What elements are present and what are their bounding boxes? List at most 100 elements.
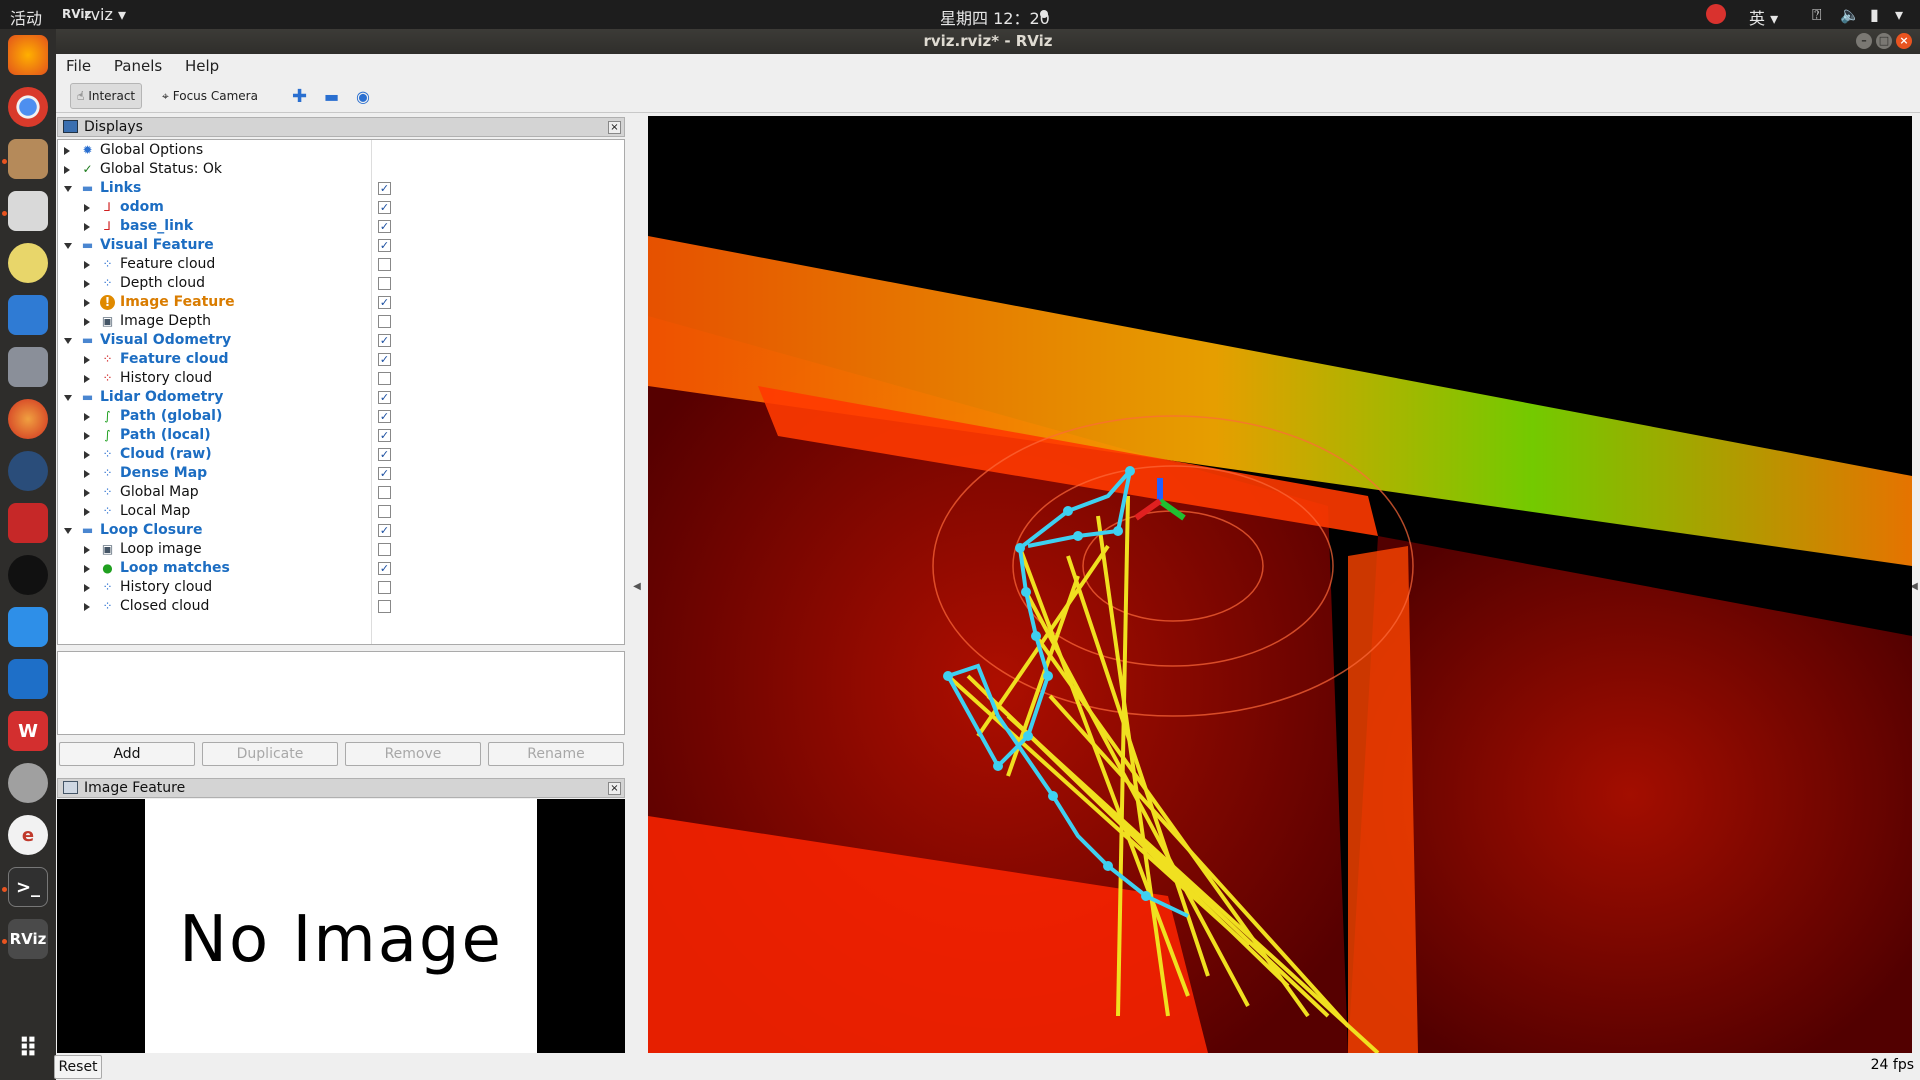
expand-arrow-icon[interactable]: [84, 470, 90, 478]
display-row[interactable]: ▬ Loop Closure ✓: [58, 521, 624, 540]
minimize-icon[interactable]: –: [1856, 33, 1872, 49]
displays-tree[interactable]: ✹ Global Options ✓ Global Status: Ok ▬ Links ✓…: [57, 139, 625, 645]
right-splitter-arrow-icon[interactable]: ◀: [1910, 581, 1918, 592]
expand-arrow-icon[interactable]: [84, 546, 90, 554]
display-row[interactable]: ▣ Loop image: [58, 540, 624, 559]
duplicate-button[interactable]: Duplicate: [202, 742, 338, 766]
rename-button[interactable]: Rename: [488, 742, 624, 766]
expand-arrow-icon[interactable]: [84, 318, 90, 326]
network-icon[interactable]: ⍰: [1812, 5, 1822, 24]
enable-checkbox[interactable]: [378, 486, 391, 499]
input-method-indicator[interactable]: 英 ▾: [1749, 9, 1779, 28]
expand-arrow-icon[interactable]: [84, 223, 90, 231]
show-applications-icon[interactable]: ⠿: [17, 1034, 39, 1064]
panel-close-icon[interactable]: ×: [608, 121, 621, 134]
enable-checkbox[interactable]: [378, 315, 391, 328]
close-icon[interactable]: ×: [1896, 33, 1912, 49]
collapse-arrow-icon[interactable]: [64, 338, 72, 344]
display-row[interactable]: ∫ Path (global) ✓: [58, 407, 624, 426]
expand-arrow-icon[interactable]: [84, 413, 90, 421]
maximize-icon[interactable]: □: [1876, 33, 1892, 49]
tool-properties-button[interactable]: ◉: [350, 83, 376, 109]
expand-arrow-icon[interactable]: [84, 299, 90, 307]
interact-tool-button[interactable]: ☝ Interact: [70, 83, 143, 109]
collapse-arrow-icon[interactable]: [64, 528, 72, 534]
menu-file[interactable]: File: [66, 57, 92, 75]
app-menu-button[interactable]: rviz ▾: [84, 5, 127, 24]
expand-arrow-icon[interactable]: [84, 451, 90, 459]
display-row[interactable]: ⁘ Feature cloud ✓: [58, 350, 624, 369]
terminal-icon[interactable]: >_: [8, 867, 48, 907]
expand-arrow-icon[interactable]: [84, 489, 90, 497]
display-row[interactable]: ∫ Path (local) ✓: [58, 426, 624, 445]
focus-camera-tool-button[interactable]: ⌖ Focus Camera: [156, 83, 264, 109]
calendar-app-icon[interactable]: [8, 503, 48, 543]
enable-checkbox[interactable]: [378, 372, 391, 385]
enable-checkbox[interactable]: ✓: [378, 524, 391, 537]
expand-arrow-icon[interactable]: [84, 204, 90, 212]
qq-penguin-icon[interactable]: [8, 555, 48, 595]
enable-checkbox[interactable]: ✓: [378, 182, 391, 195]
expand-arrow-icon[interactable]: [84, 603, 90, 611]
enable-checkbox[interactable]: ✓: [378, 429, 391, 442]
display-row[interactable]: ⁘ Cloud (raw) ✓: [58, 445, 624, 464]
enable-checkbox[interactable]: ✓: [378, 448, 391, 461]
enable-checkbox[interactable]: ✓: [378, 353, 391, 366]
display-row[interactable]: ⁘ Global Map: [58, 483, 624, 502]
pie-chart-icon[interactable]: [8, 399, 48, 439]
system-menu-chevron-icon[interactable]: ▾: [1895, 5, 1904, 24]
battery-icon[interactable]: ▮: [1870, 5, 1879, 24]
enable-checkbox[interactable]: [378, 258, 391, 271]
menu-help[interactable]: Help: [184, 57, 220, 75]
expand-arrow-icon[interactable]: [84, 432, 90, 440]
display-row[interactable]: ⁘ Feature cloud: [58, 255, 624, 274]
enable-checkbox[interactable]: ✓: [378, 296, 391, 309]
display-row[interactable]: ⁘ Dense Map ✓: [58, 464, 624, 483]
expand-arrow-icon[interactable]: [84, 280, 90, 288]
vscode-icon[interactable]: [8, 659, 48, 699]
display-row[interactable]: ⅃ base_link ✓: [58, 217, 624, 236]
remove-tool-button[interactable]: ▬: [318, 83, 345, 109]
display-row[interactable]: ▬ Lidar Odometry ✓: [58, 388, 624, 407]
settings-gear-icon[interactable]: [8, 763, 48, 803]
file-manager-icon[interactable]: [8, 191, 48, 231]
enable-checkbox[interactable]: [378, 505, 391, 518]
left-splitter-arrow-icon[interactable]: ◀: [633, 581, 641, 592]
display-row[interactable]: ✹ Global Options: [58, 141, 624, 160]
enable-checkbox[interactable]: ✓: [378, 334, 391, 347]
expand-arrow-icon[interactable]: [84, 261, 90, 269]
expand-arrow-icon[interactable]: [64, 166, 70, 174]
wps-icon[interactable]: W: [8, 711, 48, 751]
expand-arrow-icon[interactable]: [64, 147, 70, 155]
drive-icon[interactable]: [8, 347, 48, 387]
display-row[interactable]: ⁘ Closed cloud: [58, 597, 624, 616]
rviz-icon[interactable]: RViz: [8, 919, 48, 959]
enable-checkbox[interactable]: [378, 581, 391, 594]
display-row[interactable]: ! Image Feature ✓: [58, 293, 624, 312]
display-row[interactable]: ⁘ History cloud: [58, 578, 624, 597]
enable-checkbox[interactable]: ✓: [378, 201, 391, 214]
expand-arrow-icon[interactable]: [84, 508, 90, 516]
clock-app-icon[interactable]: [8, 451, 48, 491]
rhythmbox-icon[interactable]: [8, 243, 48, 283]
menu-panels[interactable]: Panels: [113, 57, 163, 75]
enable-checkbox[interactable]: ✓: [378, 467, 391, 480]
collapse-arrow-icon[interactable]: [64, 395, 72, 401]
enable-checkbox[interactable]: ✓: [378, 220, 391, 233]
display-row[interactable]: ⁘ Depth cloud: [58, 274, 624, 293]
panel-close-icon[interactable]: ×: [608, 782, 621, 795]
expand-arrow-icon[interactable]: [84, 375, 90, 383]
add-tool-button[interactable]: ✚: [286, 83, 313, 109]
enable-checkbox[interactable]: [378, 543, 391, 556]
display-row[interactable]: ▬ Visual Feature ✓: [58, 236, 624, 255]
display-row[interactable]: ⁘ History cloud: [58, 369, 624, 388]
activities-button[interactable]: 活动: [10, 9, 43, 28]
no-entry-icon[interactable]: [1706, 4, 1726, 24]
expand-arrow-icon[interactable]: [84, 356, 90, 364]
files-icon[interactable]: [8, 139, 48, 179]
collapse-arrow-icon[interactable]: [64, 243, 72, 249]
volume-icon[interactable]: 🔈: [1840, 5, 1860, 24]
3d-render-viewport[interactable]: [648, 116, 1912, 1053]
enable-checkbox[interactable]: [378, 600, 391, 613]
browser-e-icon[interactable]: e: [8, 815, 48, 855]
